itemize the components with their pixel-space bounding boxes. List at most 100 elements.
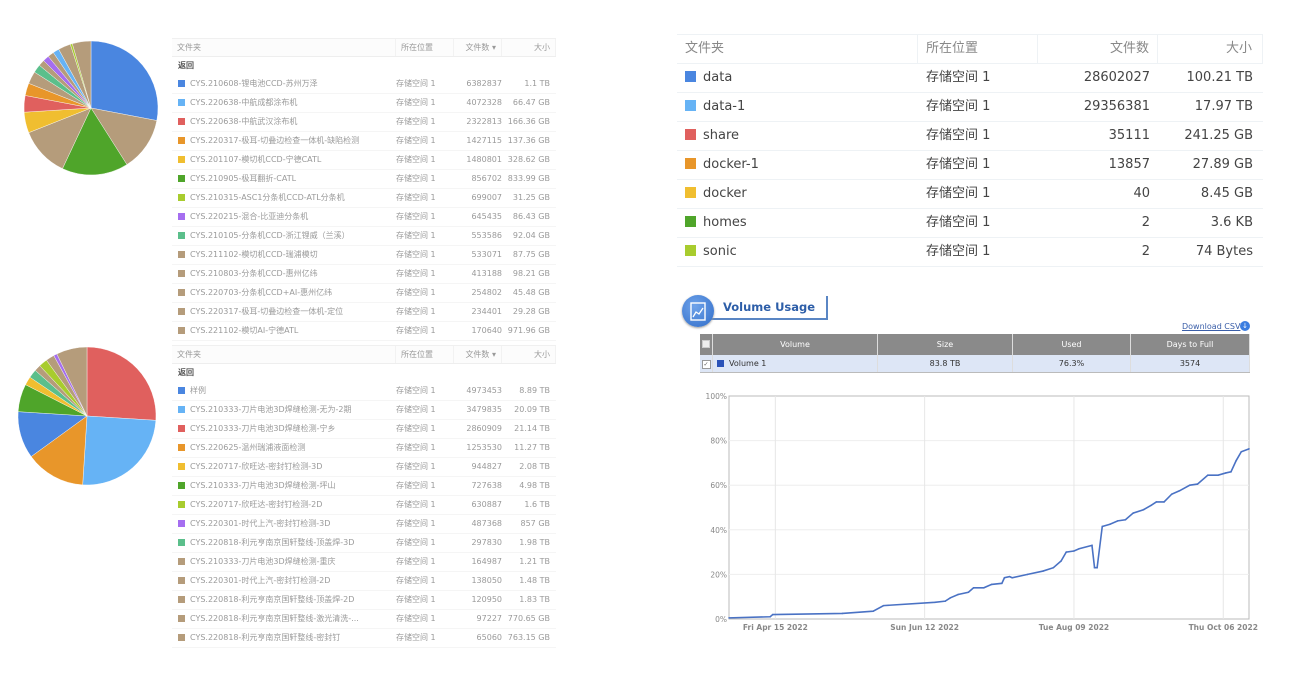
download-csv-link[interactable]: Download CSV bbox=[1182, 322, 1241, 331]
folder-name-cell[interactable]: CYS.210333-刀片电池3D焊缝检测-无为-2期 bbox=[172, 401, 396, 419]
table-row[interactable]: CYS.220215-混合-比亚迪分条机 存储空间 1 645435 86.43 GB bbox=[172, 208, 556, 227]
folder-name[interactable]: data bbox=[703, 70, 733, 85]
folder-name-cell[interactable]: docker-1 bbox=[677, 151, 918, 179]
table-row[interactable]: share 存储空间 1 35111 241.25 GB bbox=[677, 122, 1263, 151]
folder-name-cell[interactable]: CYS.220818-利元亨南京国轩整线-顶盖焊-2D bbox=[172, 591, 396, 609]
folder-name[interactable]: homes bbox=[703, 215, 747, 230]
table-row[interactable]: CYS.220818-利元亨南京国轩整线-密封钉 存储空间 1 65060 763.1… bbox=[172, 629, 556, 648]
folder-name-cell[interactable]: CYS.220215-混合-比亚迪分条机 bbox=[172, 208, 396, 226]
pie-slice[interactable] bbox=[90, 40, 159, 121]
folder-name[interactable]: CYS.220215-混合-比亚迪分条机 bbox=[190, 212, 309, 221]
folder-name-cell[interactable]: CYS.210333-刀片电池3D焊缝检测-宁乡 bbox=[172, 420, 396, 438]
back-link[interactable]: 返回 bbox=[178, 61, 194, 70]
folder-name[interactable]: CYS.210333-刀片电池3D焊缝检测-重庆 bbox=[190, 557, 336, 566]
table-row[interactable]: CYS.220301-时代上汽-密封钉检测-2D 存储空间 1 138050 1.48… bbox=[172, 572, 556, 591]
folder-name[interactable]: CYS.220703-分条机CCD+AI-惠州亿纬 bbox=[190, 288, 333, 297]
table-row[interactable]: homes 存储空间 1 2 3.6 KB bbox=[677, 209, 1263, 238]
table-row[interactable]: data 存储空间 1 28602027 100.21 TB bbox=[677, 64, 1263, 93]
folder-name-cell[interactable]: CYS.210803-分条机CCD-惠州亿纬 bbox=[172, 265, 396, 283]
table-row[interactable]: sonic 存储空间 1 2 74 Bytes bbox=[677, 238, 1263, 267]
table-row[interactable]: CYS.210315-ASC1分条机CCD-ATL分条机 存储空间 1 699007… bbox=[172, 189, 556, 208]
folder-name-cell[interactable]: CYS.220625-温州瑞浦液面检测 bbox=[172, 439, 396, 457]
pie-slice[interactable] bbox=[30, 415, 88, 486]
table-row[interactable]: CYS.220818-利元亨南京国轩整线-激光清洗-... 存储空间 1 97227… bbox=[172, 610, 556, 629]
folder-name-cell[interactable]: CYS.210333-刀片电池3D焊缝检测-坪山 bbox=[172, 477, 396, 495]
table-row[interactable]: CYS.210333-刀片电池3D焊缝检测-重庆 存储空间 1 164987 1.21… bbox=[172, 553, 556, 572]
folder-name[interactable]: CYS.220301-时代上汽-密封钉检测-2D bbox=[190, 576, 331, 585]
folder-name[interactable]: CYS.201107-模切机CCD-宁德CATL bbox=[190, 155, 322, 164]
header-folder[interactable]: 文件夹 bbox=[172, 39, 396, 56]
pie-slice[interactable] bbox=[56, 346, 88, 417]
folder-name-cell[interactable]: CYS.210905-极耳翻折-CATL bbox=[172, 170, 396, 188]
folder-name[interactable]: CYS.210905-极耳翻折-CATL bbox=[190, 174, 297, 183]
folder-name-cell[interactable]: CYS.220717-欣旺达-密封钉检测-2D bbox=[172, 496, 396, 514]
folder-name-cell[interactable]: CYS.220317-极耳-切叠边检查一体机-定位 bbox=[172, 303, 396, 321]
volume-checkbox[interactable]: ✓ bbox=[700, 355, 713, 372]
pie-slice[interactable] bbox=[72, 40, 92, 109]
folder-name[interactable]: CYS.210803-分条机CCD-惠州亿纬 bbox=[190, 269, 318, 278]
header-size[interactable]: Size bbox=[878, 334, 1013, 355]
header-days-to-full[interactable]: Days to Full bbox=[1131, 334, 1250, 355]
header-count[interactable]: 文件数 bbox=[1038, 35, 1158, 63]
table-row[interactable]: CYS.211102-模切机CCD-瑞浦模切 存储空间 1 533071 87.75 … bbox=[172, 246, 556, 265]
table-row[interactable]: CYS.220703-分条机CCD+AI-惠州亿纬 存储空间 1 254802 45.… bbox=[172, 284, 556, 303]
table-row[interactable]: data-1 存储空间 1 29356381 17.97 TB bbox=[677, 93, 1263, 122]
folder-name-cell[interactable]: CYS.220818-利元亨南京国轩整线-顶盖焊-3D bbox=[172, 534, 396, 552]
folder-name[interactable]: CYS.221102-模切AI-宁德ATL bbox=[190, 326, 299, 335]
folder-name-cell[interactable]: data bbox=[677, 64, 918, 92]
folder-name-cell[interactable]: docker bbox=[677, 180, 918, 208]
folder-name[interactable]: docker bbox=[703, 186, 747, 201]
back-link[interactable]: 返回 bbox=[178, 368, 194, 377]
folder-name-cell[interactable]: 样例 bbox=[172, 382, 396, 400]
folder-name[interactable]: docker-1 bbox=[703, 157, 759, 172]
pie-slice[interactable] bbox=[86, 346, 157, 421]
folder-name[interactable]: CYS.220818-利元亨南京国轩整线-密封钉 bbox=[190, 633, 341, 642]
folder-name[interactable]: CYS.210105-分条机CCD-浙江锂威（兰溪） bbox=[190, 231, 350, 240]
table-row[interactable]: CYS.220638-中航武汉涂布机 存储空间 1 2322813 166.36 GB bbox=[172, 113, 556, 132]
folder-name-cell[interactable]: sonic bbox=[677, 238, 918, 266]
pie-slice[interactable] bbox=[62, 107, 128, 176]
folder-name[interactable]: CYS.220717-欣旺达-密封钉检测-3D bbox=[190, 462, 323, 471]
select-all-checkbox[interactable] bbox=[700, 334, 713, 355]
table-row[interactable]: CYS.220717-欣旺达-密封钉检测-3D 存储空间 1 944827 2.08 … bbox=[172, 458, 556, 477]
header-used[interactable]: Used bbox=[1013, 334, 1131, 355]
folder-name[interactable]: CYS.210333-刀片电池3D焊缝检测-坪山 bbox=[190, 481, 336, 490]
header-size[interactable]: 大小 bbox=[502, 39, 556, 56]
table-row[interactable]: docker-1 存储空间 1 13857 27.89 GB bbox=[677, 151, 1263, 180]
header-count[interactable]: 文件数 ▾ bbox=[454, 39, 502, 56]
header-location[interactable]: 所在位置 bbox=[396, 39, 454, 56]
folder-name[interactable]: share bbox=[703, 128, 740, 143]
table-row[interactable]: CYS.220818-利元亨南京国轩整线-顶盖焊-3D 存储空间 1 297830 1… bbox=[172, 534, 556, 553]
folder-name[interactable]: CYS.220717-欣旺达-密封钉检测-2D bbox=[190, 500, 323, 509]
folder-name-cell[interactable]: CYS.210608-锂电池CCD-苏州万泽 bbox=[172, 75, 396, 93]
folder-name[interactable]: CYS.210333-刀片电池3D焊缝检测-宁乡 bbox=[190, 424, 336, 433]
folder-name-cell[interactable]: share bbox=[677, 122, 918, 150]
folder-name[interactable]: CYS.211102-模切机CCD-瑞浦模切 bbox=[190, 250, 318, 259]
header-location[interactable]: 所在位置 bbox=[396, 346, 454, 363]
volume-row[interactable]: ✓ Volume 1 83.8 TB 76.3% 3574 bbox=[700, 355, 1250, 373]
folder-name-cell[interactable]: CYS.201107-模切机CCD-宁德CATL bbox=[172, 151, 396, 169]
folder-name[interactable]: CYS.220818-利元亨南京国轩整线-顶盖焊-3D bbox=[190, 538, 355, 547]
header-folder[interactable]: 文件夹 bbox=[172, 346, 396, 363]
folder-name[interactable]: CYS.220317-极耳-切叠边检查一体机-定位 bbox=[190, 307, 344, 316]
folder-name-cell[interactable]: homes bbox=[677, 209, 918, 237]
folder-name[interactable]: CYS.220818-利元亨南京国轩整线-顶盖焊-2D bbox=[190, 595, 355, 604]
folder-name[interactable]: CYS.220301-时代上汽-密封钉检测-3D bbox=[190, 519, 331, 528]
header-location[interactable]: 所在位置 bbox=[918, 35, 1038, 63]
folder-name-cell[interactable]: CYS.211102-模切机CCD-瑞浦模切 bbox=[172, 246, 396, 264]
folder-name[interactable]: CYS.220818-利元亨南京国轩整线-激光清洗-... bbox=[190, 614, 359, 623]
header-folder[interactable]: 文件夹 bbox=[677, 35, 918, 63]
table-row[interactable]: CYS.210608-锂电池CCD-苏州万泽 存储空间 1 6382837 1.1 T… bbox=[172, 75, 556, 94]
header-count[interactable]: 文件数 ▾ bbox=[454, 346, 502, 363]
folder-name-cell[interactable]: CYS.220301-时代上汽-密封钉检测-3D bbox=[172, 515, 396, 533]
folder-name-cell[interactable]: CYS.210105-分条机CCD-浙江锂威（兰溪） bbox=[172, 227, 396, 245]
header-size[interactable]: 大小 bbox=[1158, 35, 1263, 63]
table-row[interactable]: CYS.220717-欣旺达-密封钉检测-2D 存储空间 1 630887 1.6 T… bbox=[172, 496, 556, 515]
table-row[interactable]: CYS.210105-分条机CCD-浙江锂威（兰溪） 存储空间 1 553586 92… bbox=[172, 227, 556, 246]
folder-name[interactable]: CYS.220317-极耳-切叠边检查一体机-缺陷检测 bbox=[190, 136, 360, 145]
table-row[interactable]: 样例 存储空间 1 4973453 8.89 TB bbox=[172, 382, 556, 401]
table-row[interactable]: CYS.210905-极耳翻折-CATL 存储空间 1 856702 833.99 G… bbox=[172, 170, 556, 189]
folder-name[interactable]: CYS.220638-中航武汉涂布机 bbox=[190, 117, 298, 126]
folder-name-cell[interactable]: CYS.220638-中航武汉涂布机 bbox=[172, 113, 396, 131]
folder-name-cell[interactable]: CYS.220818-利元亨南京国轩整线-激光清洗-... bbox=[172, 610, 396, 628]
